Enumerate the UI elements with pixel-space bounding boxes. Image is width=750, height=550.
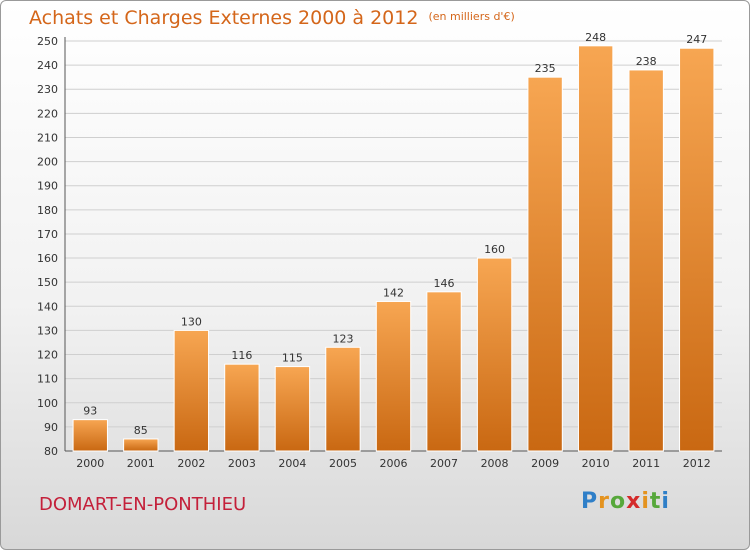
- labels: 80 90 100 110 120 130 140 150 160 170 180 190 200 210…: [37, 31, 711, 470]
- y-tick-label: 140: [37, 300, 58, 313]
- x-tick-label-2012: 2012: [683, 457, 711, 470]
- y-tick-label: 210: [37, 131, 58, 144]
- x-tick-label-2008: 2008: [481, 457, 509, 470]
- y-tick-label: 100: [37, 397, 58, 410]
- value-label-2007: 146: [434, 277, 455, 290]
- y-tick-label: 130: [37, 324, 58, 337]
- chart-title: Achats et Charges Externes 2000 à 2012 (e…: [29, 7, 515, 29]
- x-tick-label-2000: 2000: [76, 457, 104, 470]
- y-tick-label: 150: [37, 276, 58, 289]
- y-tick-label: 110: [37, 373, 58, 386]
- y-tick-label: 220: [37, 107, 58, 120]
- value-label-2000: 93: [83, 405, 97, 418]
- x-tick-label-2006: 2006: [380, 457, 408, 470]
- x-tick-label-2005: 2005: [329, 457, 357, 470]
- proxiti-logo: Proxiti: [581, 489, 670, 514]
- x-tick-label-2009: 2009: [531, 457, 559, 470]
- bar-2012: [679, 47, 715, 452]
- y-tick-label: 230: [37, 83, 58, 96]
- value-label-2005: 123: [332, 332, 353, 345]
- value-label-2011: 238: [636, 55, 657, 68]
- x-tick-label-2004: 2004: [278, 457, 306, 470]
- bar-2005: [325, 346, 361, 452]
- bar-2009: [527, 76, 563, 452]
- value-label-2006: 142: [383, 286, 404, 299]
- bars: [72, 45, 715, 452]
- y-tick-label: 90: [44, 421, 58, 434]
- y-tick-label: 180: [37, 204, 58, 217]
- value-label-2004: 115: [282, 352, 303, 365]
- x-tick-label-2010: 2010: [582, 457, 610, 470]
- y-tick-label: 250: [37, 35, 58, 48]
- x-tick-label-2007: 2007: [430, 457, 458, 470]
- x-tick-label-2001: 2001: [127, 457, 155, 470]
- bar-2004: [274, 366, 311, 452]
- value-label-2001: 85: [134, 424, 148, 437]
- value-label-2009: 235: [535, 62, 556, 75]
- y-tick-label: 160: [37, 252, 58, 265]
- y-tick-label: 170: [37, 228, 58, 241]
- value-label-2010: 248: [585, 31, 606, 44]
- value-label-2012: 247: [686, 33, 707, 46]
- value-label-2003: 116: [231, 349, 252, 362]
- bar-2008: [476, 257, 513, 452]
- x-tick-label-2011: 2011: [632, 457, 660, 470]
- bar-2007: [426, 291, 462, 452]
- value-label-2002: 130: [181, 315, 202, 328]
- bar-2010: [577, 45, 614, 452]
- x-tick-label-2003: 2003: [228, 457, 256, 470]
- bar-2003: [224, 363, 260, 452]
- y-tick-label: 190: [37, 180, 58, 193]
- y-tick-label: 200: [37, 156, 58, 169]
- value-label-2008: 160: [484, 243, 505, 256]
- y-tick-label: 240: [37, 59, 58, 72]
- bar-2006: [375, 300, 412, 452]
- commune-name: DOMART-EN-PONTHIEU: [39, 494, 247, 515]
- bar-2001: [123, 438, 159, 452]
- bar-2011: [628, 69, 664, 452]
- chart-unit-label: (en milliers d'€): [428, 10, 515, 23]
- y-tick-label: 120: [37, 349, 58, 362]
- chart-title-text: Achats et Charges Externes 2000 à 2012: [29, 7, 419, 29]
- bar-2002: [173, 329, 210, 452]
- y-tick-label: 80: [44, 445, 58, 458]
- x-tick-label-2002: 2002: [177, 457, 205, 470]
- bar-2000: [72, 419, 108, 452]
